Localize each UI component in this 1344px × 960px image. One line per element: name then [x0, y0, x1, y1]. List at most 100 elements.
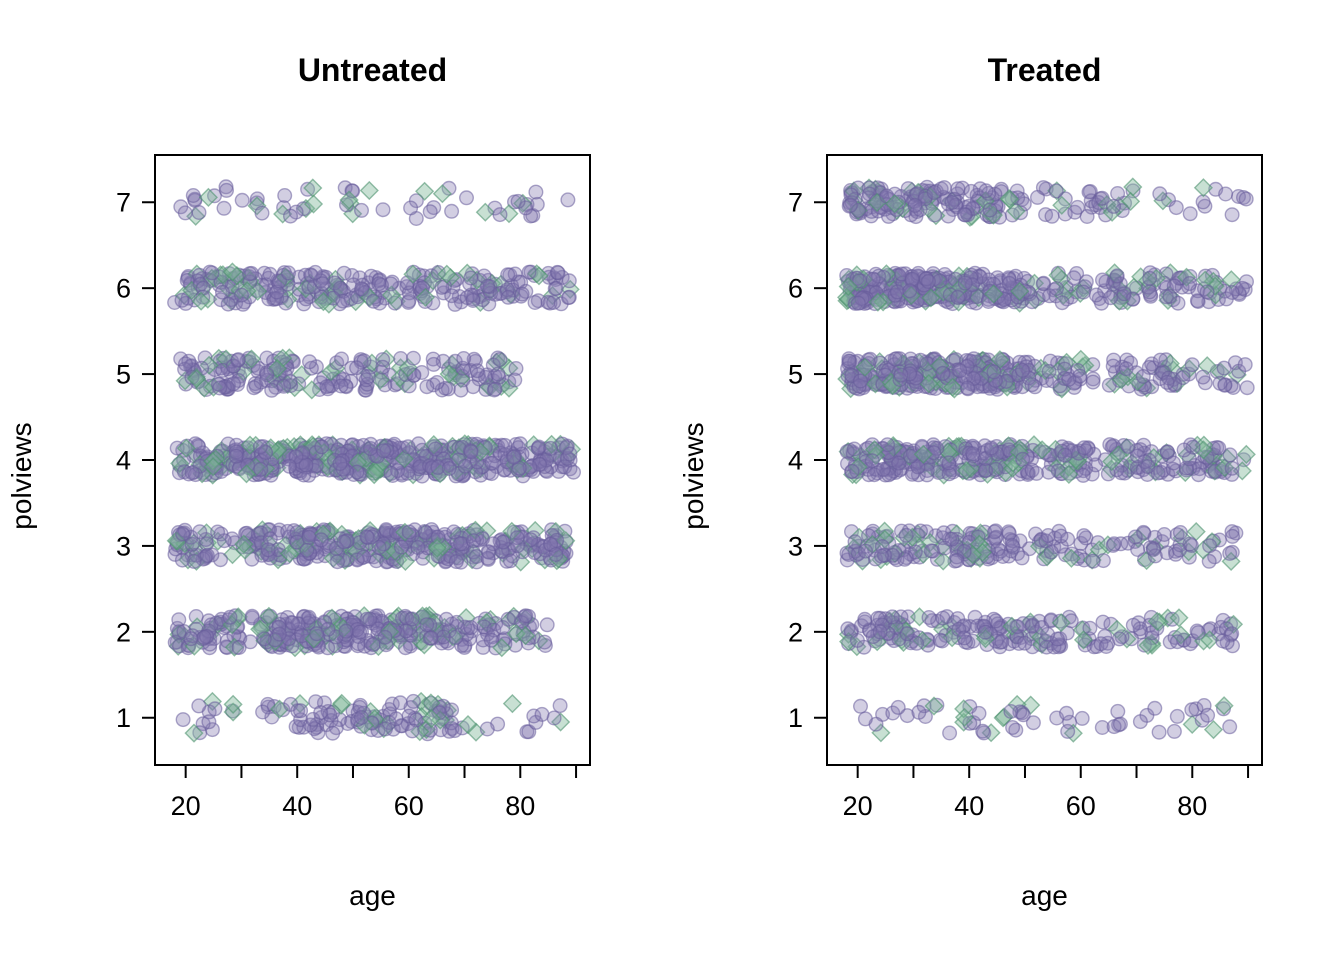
- scatter-point-circle: [214, 284, 230, 300]
- scatter-point-circle: [1162, 288, 1178, 304]
- scatter-point-circle: [546, 295, 562, 311]
- scatter-point-circle: [430, 529, 446, 545]
- scatter-point-circle: [552, 698, 568, 714]
- scatter-point-circle: [1043, 544, 1059, 560]
- scatter-point-circle: [492, 207, 508, 223]
- scatter-point-circle: [192, 524, 208, 540]
- y-tick-label: 1: [116, 703, 131, 733]
- scatter-point-circle: [1074, 710, 1090, 726]
- scatter-point-circle: [1225, 528, 1241, 544]
- scatter-point-circle: [954, 180, 970, 196]
- scatter-point-circle: [849, 632, 865, 648]
- x-tick-label: 20: [843, 791, 873, 821]
- y-tick-label: 6: [116, 274, 131, 304]
- scatter-point-circle: [216, 200, 232, 216]
- scatter-point-circle: [345, 183, 361, 199]
- scatter-point-circle: [333, 378, 349, 394]
- scatter-point-circle: [275, 702, 291, 718]
- scatter-point-circle: [500, 267, 516, 283]
- treated-panel: 20 40 60 80 1 2 3 4 5 6 7 Treated age polviews: [672, 0, 1344, 960]
- scatter-point-diamond: [191, 291, 211, 311]
- scatter-point-circle: [920, 274, 936, 290]
- scatter-point-circle: [405, 350, 421, 366]
- scatter-point-circle: [549, 264, 565, 280]
- scatter-point-circle: [363, 268, 379, 284]
- scatter-point-circle: [444, 288, 460, 304]
- scatter-point-diamond: [414, 635, 434, 655]
- scatter-point-circle: [410, 540, 426, 556]
- scatter-point-diamond: [166, 531, 186, 551]
- scatter-point-circle: [846, 441, 862, 457]
- scatter-point-circle: [201, 714, 217, 730]
- y-tick-label: 2: [116, 617, 131, 647]
- scatter-point-diamond: [296, 198, 316, 219]
- scatter-point-diamond: [252, 619, 272, 639]
- scatter-point-circle: [1224, 626, 1240, 642]
- scatter-point-circle: [1049, 281, 1065, 297]
- scatter-point-circle: [841, 353, 857, 369]
- scatter-point-circle: [195, 716, 211, 732]
- scatter-point-circle: [184, 465, 200, 481]
- scatter-point-circle: [941, 455, 957, 471]
- scatter-point-circle: [459, 190, 475, 206]
- scatter-point-circle: [1015, 362, 1031, 378]
- scatter-point-circle: [890, 699, 906, 715]
- scatter-point-circle: [1048, 183, 1064, 199]
- scatter-point-circle: [983, 440, 999, 456]
- y-tick-label: 1: [788, 703, 803, 733]
- scatter-point-circle: [480, 278, 496, 294]
- scatter-point-circle: [949, 553, 965, 569]
- scatter-point-circle: [362, 611, 378, 627]
- scatter-point-circle: [492, 286, 508, 302]
- scatter-point-circle: [441, 461, 457, 477]
- scatter-point-circle: [1172, 525, 1188, 541]
- scatter-point-circle: [255, 704, 271, 720]
- scatter-point-diamond: [343, 204, 363, 224]
- scatter-point-circle: [898, 527, 914, 543]
- scatter-point-circle: [383, 465, 399, 481]
- scatter-point-circle: [1015, 451, 1031, 467]
- scatter-point-circle: [196, 630, 212, 646]
- scatter-point-circle: [438, 380, 454, 396]
- scatter-point-diamond: [265, 632, 285, 652]
- scatter-point-circle: [523, 532, 539, 548]
- scatter-point-circle: [1142, 270, 1158, 286]
- scatter-point-circle: [1237, 357, 1253, 373]
- scatter-point-circle: [225, 376, 241, 392]
- scatter-point-circle: [284, 638, 300, 654]
- scatter-point-circle: [561, 273, 577, 289]
- scatter-point-circle: [299, 542, 315, 558]
- scatter-point-circle: [518, 608, 534, 624]
- scatter-point-circle: [557, 459, 573, 475]
- scatter-point-circle: [1109, 268, 1125, 284]
- scatter-point-circle: [560, 192, 576, 208]
- scatter-point-circle: [1169, 708, 1185, 724]
- scatter-point-circle: [1169, 634, 1185, 650]
- scatter-point-circle: [1152, 352, 1168, 368]
- scatter-point-circle: [1147, 700, 1163, 716]
- scatter-point-circle: [199, 547, 215, 563]
- scatter-point-circle: [351, 466, 367, 482]
- scatter-point-circle: [561, 290, 577, 306]
- scatter-point-circle: [466, 533, 482, 549]
- x-tick-label: 60: [394, 791, 424, 821]
- scatter-point-circle: [1224, 285, 1240, 301]
- scatter-point-circle: [258, 445, 274, 461]
- scatter-point-circle: [1166, 455, 1182, 471]
- scatter-point-circle: [506, 449, 522, 465]
- scatter-point-circle: [338, 623, 354, 639]
- scatter-point-circle: [873, 548, 889, 564]
- y-tick-label: 5: [788, 360, 803, 390]
- scatter-point-diamond: [223, 702, 243, 722]
- scatter-point-circle: [301, 609, 317, 625]
- scatter-point-circle: [936, 180, 952, 196]
- scatter-point-diamond: [515, 626, 536, 646]
- scatter-point-circle: [393, 539, 409, 555]
- scatter-point-circle: [404, 611, 420, 627]
- scatter-point-circle: [497, 437, 513, 453]
- scatter-point-circle: [1004, 538, 1020, 554]
- scatter-point-circle: [260, 542, 276, 558]
- scatter-point-circle: [463, 620, 479, 636]
- y-tick-label: 7: [116, 188, 131, 218]
- scatter-point-circle: [426, 356, 442, 372]
